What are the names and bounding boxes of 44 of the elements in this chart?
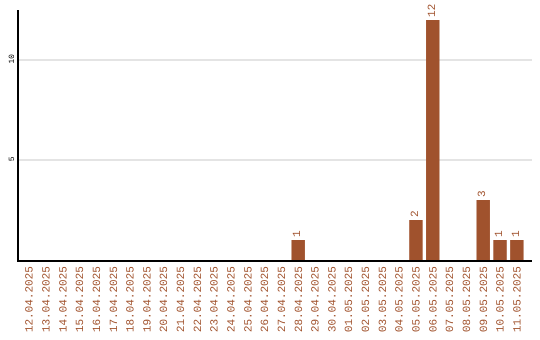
- x-tick-label: 16.04.2025: [92, 266, 104, 332]
- bar: [510, 240, 524, 260]
- data-label: 2: [410, 210, 422, 217]
- x-tick-label: 14.04.2025: [58, 266, 70, 332]
- x-tick-label: 22.04.2025: [192, 266, 205, 332]
- x-tick-label: 01.05.2025: [344, 266, 356, 332]
- x-tick-label: 15.04.2025: [75, 266, 88, 332]
- x-tick-label: 19.04.2025: [142, 266, 154, 332]
- x-tick-label: 04.05.2025: [394, 266, 407, 332]
- data-label: 12: [426, 4, 439, 17]
- bar: [291, 240, 305, 260]
- x-tick-label: 18.04.2025: [126, 266, 138, 332]
- x-tick-label: 27.04.2025: [276, 266, 289, 332]
- x-tick-label: 05.05.2025: [412, 266, 424, 332]
- x-tick-label: 29.04.2025: [310, 266, 323, 332]
- bar: [409, 220, 423, 260]
- x-tick-label: 11.05.2025: [512, 266, 524, 332]
- x-tick-label: 06.05.2025: [428, 266, 440, 332]
- bar: [493, 240, 507, 260]
- data-label: 1: [510, 230, 523, 237]
- x-tick-label: 26.04.2025: [260, 266, 272, 332]
- x-tick-label: 30.04.2025: [327, 266, 340, 332]
- y-tick-label: 5: [8, 156, 18, 162]
- x-tick-label: 28.04.2025: [294, 266, 306, 332]
- x-tick-label: 24.04.2025: [226, 266, 239, 332]
- x-tick-label: 13.04.2025: [41, 266, 54, 332]
- x-tick-label: 21.04.2025: [176, 266, 188, 332]
- y-tick-label: 10: [8, 54, 18, 64]
- x-tick-label: 12.04.2025: [24, 266, 37, 332]
- x-tick-label: 23.04.2025: [210, 266, 222, 332]
- x-tick-label: 17.04.2025: [108, 266, 121, 332]
- data-label: 1: [494, 230, 506, 237]
- x-tick-label: 02.05.2025: [361, 266, 374, 332]
- bar: [426, 20, 440, 260]
- x-tick-label: 25.04.2025: [243, 266, 256, 332]
- bar: [476, 200, 490, 260]
- data-label: 3: [477, 190, 490, 197]
- x-tick-label: 08.05.2025: [462, 266, 474, 332]
- data-label: 1: [292, 230, 304, 237]
- x-tick-label: 03.05.2025: [378, 266, 390, 332]
- x-tick-label: 10.05.2025: [496, 266, 508, 332]
- x-tick-label: 09.05.2025: [478, 266, 491, 332]
- x-tick-label: 20.04.2025: [159, 266, 172, 332]
- x-tick-label: 07.05.2025: [445, 266, 458, 332]
